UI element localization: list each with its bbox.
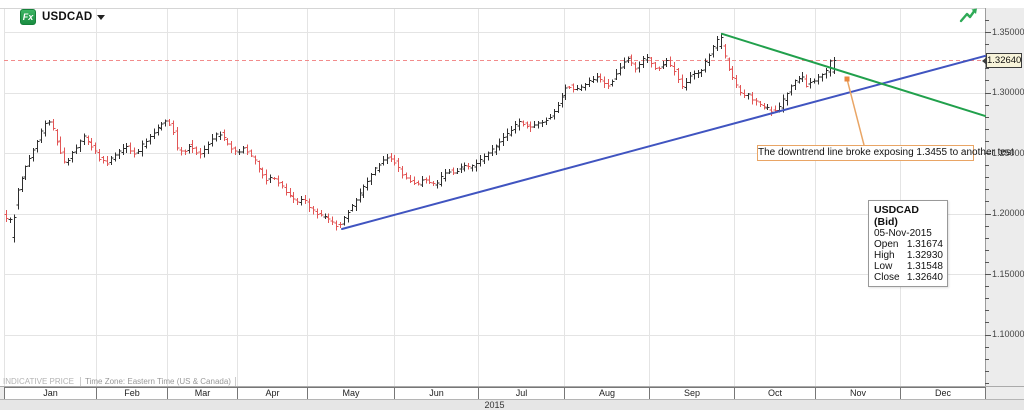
annotation-text: The downtrend line broke exposing 1.3455… [758,147,1014,158]
data-window-date: 05-Nov-2015 [874,228,932,239]
row-label: Close [874,272,900,283]
indicative-price-label: INDICATIVE PRICE [3,377,74,386]
instrument-symbol: USDCAD [42,11,93,23]
row-label: High [874,250,895,261]
row-label: Low [874,261,893,272]
annotation-textbox[interactable]: The downtrend line broke exposing 1.3455… [757,145,1014,161]
row-label: Open [874,239,899,250]
instrument-selector[interactable]: Fx USDCAD [20,9,106,25]
chart-footer-notes: INDICATIVE PRICE Time Zone: Eastern Time… [3,377,236,386]
y-axis-label: 1.30000 [992,87,1024,97]
data-window-row: Close 1.32640 [874,272,943,283]
data-window: USDCAD (Bid) 05-Nov-2015 Open 1.31674 Hi… [868,200,948,287]
x-axis-year-strip: 2015 [0,399,1024,410]
timezone-label: Time Zone: Eastern Time (US & Canada) [79,377,236,386]
current-price-value: 1.32640 [987,55,1022,67]
y-axis-label: 1.35000 [992,26,1024,37]
data-window-row: Open 1.31674 [874,239,943,250]
fx-badge-label: Fx [22,12,34,22]
current-price-tag: 1.32640 [982,53,1022,69]
y-axis-label: 1.10000 [992,329,1024,339]
plot-area [4,8,985,386]
y-axis-label: 1.15000 [992,268,1024,279]
data-window-row: High 1.32930 [874,250,943,261]
chevron-down-icon[interactable] [97,14,106,20]
row-value: 1.31548 [906,261,943,272]
trend-up-icon[interactable] [955,5,981,27]
chart-top-border [0,8,1024,9]
x-axis-month-label: Dec [900,387,986,400]
row-value: 1.32640 [906,272,943,283]
row-value: 1.31674 [906,239,943,250]
data-window-title: USDCAD (Bid) [874,204,919,228]
y-axis-label: 1.25000 [992,147,1024,158]
data-window-row: Low 1.31548 [874,261,943,272]
x-axis-month-strip: Jan Feb Mar Apr May Jun Jul Aug Sep Oct Nov Dec [0,386,1024,400]
y-axis-label: 1.20000 [992,208,1024,218]
fx-badge-icon: Fx [20,9,36,25]
x-axis-year-label: 2015 [484,400,505,410]
row-value: 1.32930 [906,250,943,261]
